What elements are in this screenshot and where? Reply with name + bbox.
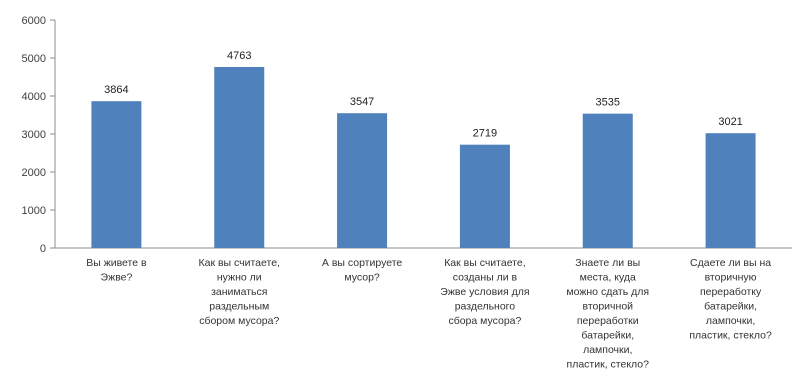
y-axis-ticks: 0 1000 2000 3000 4000 5000 6000 (22, 15, 55, 255)
category-label-line: вторичную (705, 272, 757, 284)
y-tick-label: 5000 (22, 53, 46, 65)
y-tick-label: 1000 (22, 205, 46, 217)
category-label-line: переработку (700, 286, 762, 298)
category-label-line: сбора мусора? (448, 315, 521, 327)
bar (337, 113, 388, 249)
bar-value-label: 4763 (227, 50, 251, 62)
category-label-line: созданы ли в (453, 272, 518, 284)
category-label-line: Эжве условия для (440, 286, 529, 298)
bar-series (91, 67, 756, 249)
category-label-line: раздельного (455, 301, 516, 313)
y-tick-label: 3000 (22, 129, 46, 141)
category-label-line: раздельным (209, 301, 269, 313)
category-label-line: пластик, стекло? (567, 359, 650, 371)
category-label-line: батарейки, (704, 301, 757, 313)
category-label-line: Знаете ли вы (575, 257, 640, 269)
category-label-line: Как вы считаете, (444, 257, 525, 269)
category-label-line: А вы сортируете (322, 257, 402, 269)
bar-value-label: 2719 (473, 128, 497, 140)
bar (91, 101, 142, 248)
category-label-line: пластик, стекло? (689, 330, 772, 342)
category-label-line: Вы живете в (86, 257, 147, 269)
bar (705, 133, 756, 248)
category-label: Знаете ли вы места, куда можно сдать для вт… (566, 257, 649, 371)
category-label-line: переработки (577, 315, 639, 327)
bar (214, 67, 265, 248)
y-tick-label: 6000 (22, 15, 46, 27)
bar-value-label: 3864 (104, 84, 128, 96)
category-label: Вы живете в Эжве? (86, 257, 147, 284)
data-labels: 3864 4763 3547 2719 3535 3021 (104, 50, 743, 140)
category-label-line: сбором мусора? (199, 315, 279, 327)
category-label: Сдаете ли вы на вторичную переработку батар… (689, 257, 772, 342)
category-label: Как вы считаете, нужно ли заниматься раздел… (199, 257, 280, 327)
category-label-line: места, куда (580, 272, 636, 284)
category-label-line: Как вы считаете, (199, 257, 280, 269)
y-tick-label: 2000 (22, 167, 46, 179)
y-tick-label: 0 (40, 243, 46, 255)
bar-value-label: 3535 (596, 97, 620, 109)
category-labels: Вы живете в Эжве? Как вы считаете, нужно ли… (86, 257, 772, 371)
category-label-line: мусор? (344, 272, 380, 284)
bar (459, 144, 510, 248)
y-tick-label: 4000 (22, 91, 46, 103)
category-label-line: лампочки, (706, 315, 755, 327)
bar-value-label: 3547 (350, 96, 374, 108)
category-label: А вы сортируете мусор? (322, 257, 402, 284)
category-label-line: Эжве? (101, 272, 133, 284)
category-label-line: заниматься (211, 286, 267, 298)
category-label-line: Сдаете ли вы на (690, 257, 771, 269)
category-label: Как вы считаете, созданы ли в Эжве условия… (440, 257, 529, 327)
category-label-line: можно сдать для (566, 286, 649, 298)
category-label-line: батарейки, (581, 330, 634, 342)
bar-value-label: 3021 (718, 116, 742, 128)
category-label-line: нужно ли (217, 272, 262, 284)
category-label-line: вторичной (582, 301, 633, 313)
bar (582, 113, 633, 248)
category-label-line: лампочки, (583, 344, 632, 356)
